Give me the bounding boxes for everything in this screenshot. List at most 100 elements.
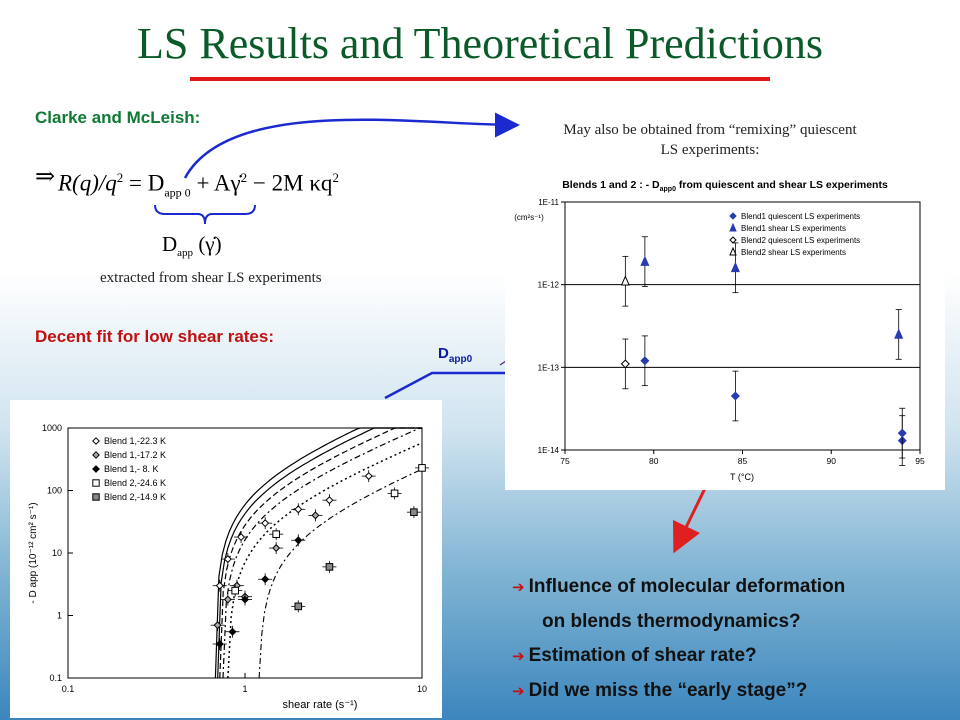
y-tick-label: 100: [47, 486, 62, 496]
shear-rate-chart: 0.1 1 10 0.1 1 10 100 1000 shear rate (s⁻¹) - D a…: [10, 400, 442, 718]
theory-curve: [227, 442, 423, 679]
data-point: [237, 533, 246, 542]
legend-entry: Blend1 quiescent LS experiments: [741, 212, 860, 221]
legend-entry: Blend 1,-22.3 K: [104, 436, 166, 446]
equation-lhs: R(q)/q: [58, 170, 117, 196]
data-point: [294, 536, 303, 545]
data-point: [640, 356, 650, 366]
legend-entry: Blend2 quiescent LS experiments: [741, 236, 860, 245]
series-3: [620, 255, 630, 307]
y-tick-label: 1000: [42, 423, 62, 433]
authors-label: Clarke and McLeish:: [35, 108, 201, 127]
y-tick-label: 10: [52, 548, 62, 558]
data-point: [640, 255, 650, 266]
data-point: [261, 575, 270, 584]
x-tick-label: 80: [649, 456, 659, 466]
legend-entry: Blend 2,-24.6 K: [104, 478, 166, 488]
data-point: [894, 328, 904, 339]
dapp0-label: Dapp0: [438, 345, 473, 365]
decent-fit-label: Decent fit for low shear rates:: [35, 327, 275, 346]
data-point: [620, 359, 630, 369]
dapp0-blue-arrow: [384, 360, 533, 400]
chart-title: Blends 1 and 2 : - Dapp0 from quiescent …: [562, 179, 888, 193]
y-axis-label: - D app (10⁻¹² cm² s⁻¹): [28, 502, 39, 603]
x-tick-label: 1: [242, 684, 247, 694]
data-point: [92, 437, 100, 445]
y-tick-label: 0.1: [49, 673, 62, 683]
legend-entry: Blend1 shear LS experiments: [741, 224, 846, 233]
series-2: [212, 534, 306, 650]
x-tick-label: 10: [417, 684, 427, 694]
series-0: [212, 470, 376, 592]
curved-blue-arrow: [183, 112, 520, 179]
data-point: [272, 530, 280, 538]
data-point: [730, 261, 740, 273]
y-axis-label: (cm²s⁻¹): [514, 213, 544, 222]
data-point: [418, 464, 426, 472]
data-point: [729, 222, 737, 232]
arrow-right-icon: ➔: [512, 648, 525, 665]
data-point: [231, 586, 239, 595]
underbrace: [154, 204, 256, 225]
data-point: [215, 639, 224, 649]
data-point: [325, 496, 334, 505]
data-point: [92, 451, 100, 459]
implies-symbol: ⇒: [35, 164, 56, 190]
y-tick-label: 1E-14: [538, 446, 560, 455]
x-tick-label: 95: [915, 456, 925, 466]
legend-entry: Blend2 shear LS experiments: [741, 248, 846, 257]
theory-curve: [219, 427, 423, 679]
bullet-item: on blends thermodynamics?: [542, 611, 801, 632]
data-point: [390, 489, 399, 498]
data-point: [620, 275, 630, 286]
bullet-item: ➔ Estimation of shear rate?: [512, 645, 757, 666]
series-2: [620, 338, 630, 390]
data-point: [311, 511, 320, 520]
title-underline: [190, 77, 770, 81]
data-point: [325, 563, 334, 571]
data-point: [228, 627, 237, 636]
y-tick-label: 1: [57, 611, 62, 621]
theory-curve: [258, 468, 423, 679]
data-point: [729, 236, 737, 244]
bullet-item: ➔ Influence of molecular deformation: [512, 576, 846, 597]
equation: R(q)/q2 = Dapp 0 + Aγ̇2 − 2M κq2: [58, 170, 339, 200]
bullet-item: ➔ Did we miss the “early stage”?: [512, 680, 808, 701]
dapp-gamma-label: Dapp (γ̇): [162, 232, 222, 260]
series-0: [640, 335, 907, 466]
theory-curve: [222, 427, 423, 679]
bullet-list: ➔ Influence of molecular deformation on b…: [512, 570, 845, 709]
series-1: [640, 236, 904, 360]
data-point: [294, 505, 303, 514]
legend-entry: Blend 1,- 8. K: [104, 464, 159, 474]
x-tick-label: 75: [560, 456, 570, 466]
arrow-right-icon: ➔: [512, 579, 525, 596]
data-point: [729, 212, 737, 220]
chart-background: [505, 168, 945, 490]
data-point: [92, 479, 100, 487]
arrow-right-icon: ➔: [512, 683, 525, 700]
slide-title: LS Results and Theoretical Predictions: [137, 19, 823, 68]
equation-dapp: = D: [129, 170, 165, 196]
data-point: [897, 428, 907, 438]
data-point: [213, 621, 222, 630]
data-point: [364, 472, 373, 481]
series-4: [291, 506, 421, 613]
data-point: [410, 508, 418, 516]
data-point: [223, 595, 232, 604]
data-point: [92, 465, 100, 473]
data-point: [215, 581, 224, 590]
x-axis-label: T (°C): [730, 472, 754, 482]
x-axis-label: shear rate (s⁻¹): [283, 699, 358, 711]
data-point: [223, 555, 232, 564]
y-tick-label: 1E-11: [538, 198, 559, 207]
equation-term2: + Aγ̇: [196, 170, 241, 196]
y-tick-label: 1E-13: [538, 363, 560, 372]
legend-entry: Blend 1,-17.2 K: [104, 450, 166, 460]
legend-entry: Blend 2,-14.9 K: [104, 492, 166, 502]
x-tick-label: 85: [738, 456, 748, 466]
series-3: [228, 461, 429, 597]
data-point: [730, 391, 740, 401]
data-point: [729, 246, 737, 256]
y-tick-label: 1E-12: [538, 281, 560, 290]
